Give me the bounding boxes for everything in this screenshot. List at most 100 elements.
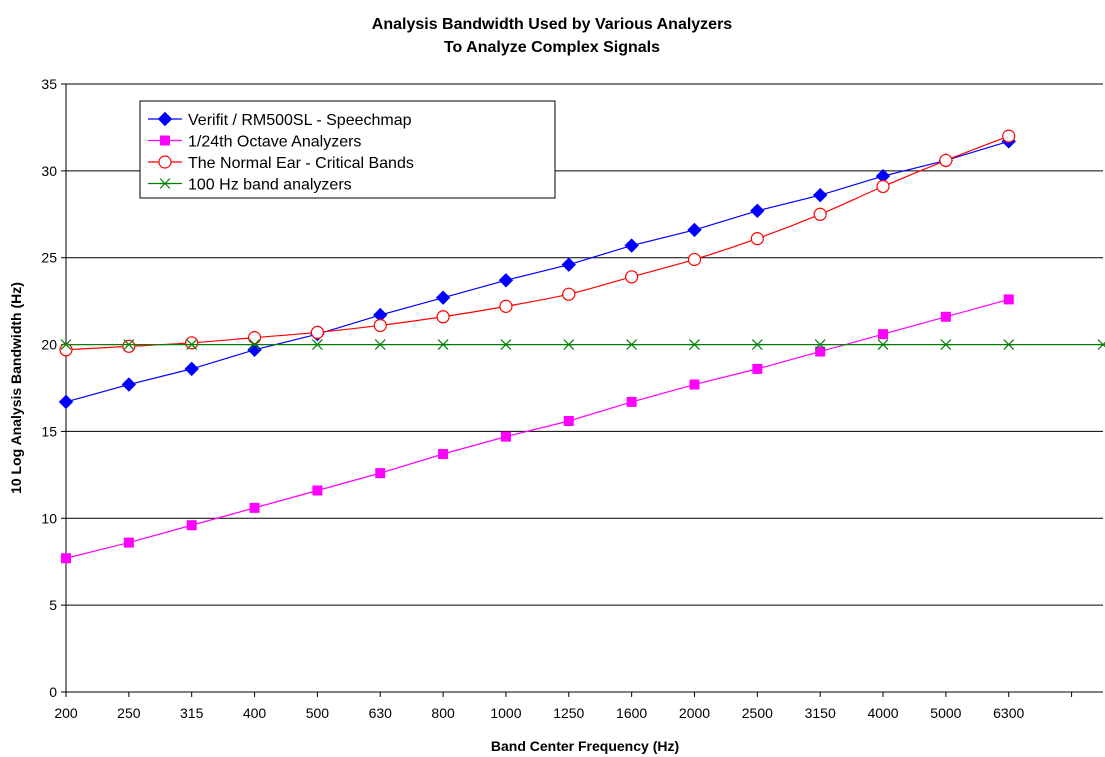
y-axis-title: 10 Log Analysis Bandwidth (Hz) (8, 282, 24, 494)
legend-marker (160, 135, 170, 146)
data-point (312, 485, 323, 496)
y-tick-label: 30 (41, 163, 57, 179)
data-point (563, 416, 574, 427)
data-point (940, 311, 951, 322)
data-point (61, 553, 71, 564)
data-point (940, 339, 952, 350)
data-point (186, 520, 197, 531)
data-point (876, 179, 890, 194)
data-point (436, 310, 450, 324)
x-tick-label: 400 (243, 705, 267, 721)
data-point (498, 273, 514, 288)
y-tick-label: 10 (41, 510, 57, 526)
data-point (437, 339, 449, 350)
data-point (121, 377, 137, 392)
data-point (626, 339, 638, 350)
data-point (60, 339, 72, 350)
series-line (65, 135, 1009, 351)
data-point (123, 339, 135, 350)
data-point (813, 207, 827, 221)
x-tick-label: 6300 (993, 705, 1024, 721)
series-line (65, 140, 1009, 403)
legend-marker (158, 155, 172, 169)
x-tick-label: 4000 (867, 705, 898, 721)
tick-labels: 0 5 10 15 20 25 30 35 200 250 315 400 500 630 800 1000 1… (41, 76, 1024, 721)
data-point (687, 222, 702, 238)
chart-title-line-1: Analysis Bandwidth Used by Various Analy… (372, 16, 733, 33)
data-point (247, 331, 262, 345)
legend-label: 100 Hz band analyzers (188, 177, 352, 194)
data-point (624, 238, 639, 253)
chart-title-line-2: To Analyze Complex Signals (444, 39, 660, 56)
series-layer (58, 129, 1105, 564)
x-tick-label: 200 (54, 705, 78, 721)
x-tick-label: 2000 (679, 705, 710, 721)
legend-entry-1: 1/24th Octave Analyzers (148, 134, 361, 151)
x-tick-label: 2500 (742, 705, 773, 721)
legend-entry-2: The Normal Ear - Critical Bands (148, 155, 414, 172)
data-point (374, 339, 386, 350)
x-tick-label: 1000 (490, 705, 521, 721)
data-point (750, 232, 764, 246)
data-point (375, 468, 386, 479)
data-point (58, 394, 74, 410)
data-point (438, 449, 449, 460)
y-tick-label: 5 (49, 597, 57, 613)
legend-box (139, 100, 556, 199)
data-point (939, 153, 953, 168)
data-point (123, 537, 134, 548)
data-point (500, 339, 512, 350)
data-point (687, 252, 702, 267)
x-tick-label: 3150 (805, 705, 836, 721)
data-point (815, 346, 826, 357)
series-1 (61, 294, 1014, 564)
series-line (65, 298, 1009, 559)
y-tick-label: 15 (41, 423, 57, 439)
data-point (249, 339, 260, 350)
legend-label: 1/24th Octave Analyzers (188, 134, 361, 151)
legend-marker (157, 111, 173, 127)
y-tick-label: 20 (41, 337, 57, 353)
data-point (1003, 339, 1015, 350)
data-point (563, 339, 575, 350)
data-point (373, 318, 387, 333)
data-point (185, 336, 199, 350)
data-point (1097, 339, 1105, 350)
x-tick-label: 250 (117, 705, 141, 721)
data-point (500, 431, 511, 442)
data-point (814, 339, 826, 350)
data-point (247, 342, 262, 357)
data-point (751, 339, 763, 350)
y-tick-label: 25 (41, 250, 57, 266)
data-point (249, 502, 260, 513)
data-point (59, 343, 73, 357)
data-point (1002, 129, 1016, 143)
y-tick-label: 0 (49, 684, 57, 700)
data-point (1003, 294, 1014, 305)
data-point (625, 270, 639, 284)
legend-label: Verifit / RM500SL - Speechmap (188, 112, 412, 129)
data-point (626, 396, 637, 407)
data-point (562, 287, 576, 301)
data-point (499, 299, 513, 313)
legend-entry-3: 100 Hz band analyzers (148, 177, 352, 194)
legend-label: The Normal Ear - Critical Bands (188, 155, 414, 172)
x-tick-label: 315 (180, 705, 204, 721)
y-tick-label: 35 (41, 76, 57, 92)
data-point (184, 361, 199, 377)
x-tick-label: 1600 (616, 705, 647, 721)
data-point (435, 290, 451, 305)
x-tick-label: 5000 (930, 705, 961, 721)
x-tick-label: 1250 (553, 705, 584, 721)
data-point (310, 325, 324, 340)
data-point (311, 339, 323, 350)
x-tick-label: 800 (431, 705, 455, 721)
data-point (186, 339, 198, 350)
data-point (877, 339, 889, 350)
data-point (561, 257, 576, 272)
data-point (689, 379, 700, 390)
legend-entry-0: Verifit / RM500SL - Speechmap (148, 111, 412, 129)
legend: Verifit / RM500SL - Speechmap 1/24th Octa… (139, 100, 556, 199)
